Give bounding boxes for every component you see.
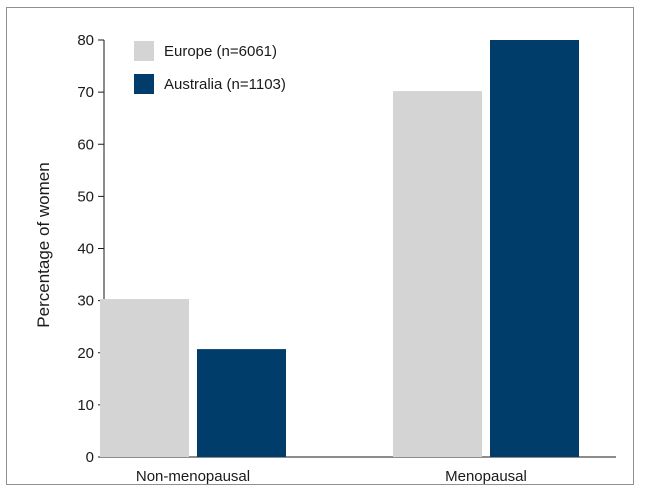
legend-label-australia: Australia (n=1103) <box>164 76 286 93</box>
y-axis-label: Percentage of women <box>34 162 53 327</box>
y-tick-label-70: 70 <box>77 84 94 101</box>
bar-europe-non-menopausal <box>100 299 189 457</box>
bar-australia-menopausal <box>490 40 579 457</box>
x-category-label-menopausal: Menopausal <box>445 468 527 485</box>
y-tick-label-40: 40 <box>77 241 94 258</box>
y-tick-label-80: 80 <box>77 32 94 49</box>
y-tick-label-20: 20 <box>77 345 94 362</box>
bars <box>100 40 579 458</box>
legend-swatch-australia <box>134 74 154 94</box>
y-tick-label-0: 0 <box>86 449 94 466</box>
legend-swatch-europe <box>134 41 154 61</box>
y-tick-label-30: 30 <box>77 293 94 310</box>
legend-label-europe: Europe (n=6061) <box>164 43 277 60</box>
y-axis-ticks: 0 10 20 30 40 50 60 70 80 <box>77 32 104 466</box>
y-tick-label-60: 60 <box>77 136 94 153</box>
bar-europe-menopausal <box>393 91 482 458</box>
legend: Europe (n=6061) Australia (n=1103) <box>134 41 286 94</box>
y-tick-label-10: 10 <box>77 397 94 414</box>
x-category-label-non-menopausal: Non-menopausal <box>136 468 250 485</box>
y-tick-label-50: 50 <box>77 188 94 205</box>
x-axis-categories: Non-menopausal Menopausal <box>136 468 527 485</box>
bar-australia-non-menopausal <box>197 349 286 457</box>
